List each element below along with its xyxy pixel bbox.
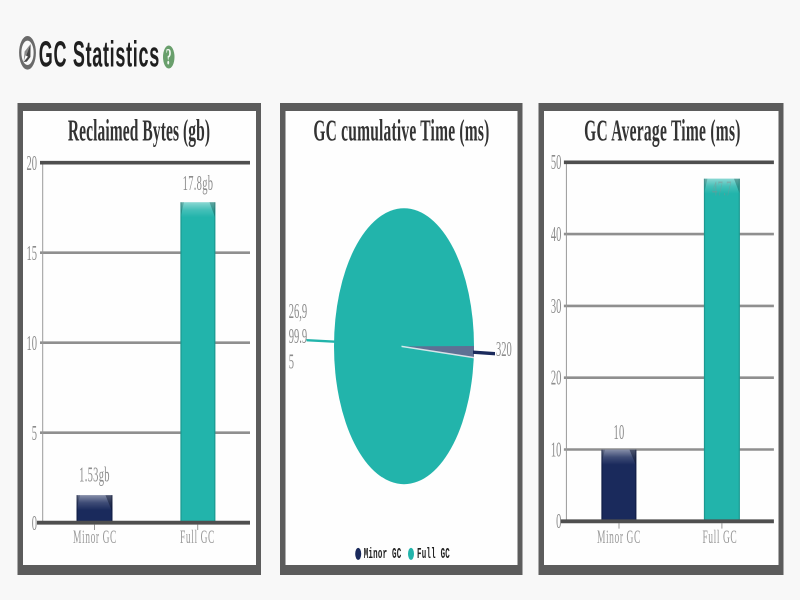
svg-text:5: 5 <box>32 421 37 445</box>
svg-text:Minor GC: Minor GC <box>73 528 117 548</box>
svg-text:50: 50 <box>551 150 561 174</box>
svg-text:Full GC: Full GC <box>180 528 215 548</box>
svg-text:Minor GC: Minor GC <box>597 528 641 548</box>
svg-text:20: 20 <box>27 151 37 175</box>
svg-text:Reclaimed Bytes (gb): Reclaimed Bytes (gb) <box>68 114 210 148</box>
svg-text:GC Average Time (ms): GC Average Time (ms) <box>584 114 741 148</box>
svg-text:30: 30 <box>551 294 561 318</box>
svg-text:GC Statistics: GC Statistics <box>39 35 160 75</box>
svg-text:10: 10 <box>613 420 624 444</box>
svg-text:Full GC: Full GC <box>417 546 450 564</box>
svg-text:GC cumulative Time (ms): GC cumulative Time (ms) <box>313 114 489 148</box>
svg-text:1.53gb: 1.53gb <box>79 463 110 487</box>
svg-text:26,9: 26,9 <box>289 299 307 323</box>
svg-text:?: ? <box>166 44 172 69</box>
svg-text:17.8gb: 17.8gb <box>183 171 214 195</box>
svg-text:15: 15 <box>27 241 37 265</box>
svg-text:0: 0 <box>32 511 37 535</box>
svg-text:47.7: 47.7 <box>712 177 732 201</box>
svg-text:Minor GC: Minor GC <box>364 546 402 564</box>
svg-text:Full GC: Full GC <box>702 528 737 548</box>
svg-text:0: 0 <box>556 509 561 533</box>
svg-text:5: 5 <box>289 350 294 374</box>
svg-text:320: 320 <box>496 337 512 361</box>
svg-text:10: 10 <box>551 437 561 461</box>
svg-text:10: 10 <box>27 331 37 355</box>
svg-text:99.9: 99.9 <box>289 324 307 348</box>
svg-text:20: 20 <box>551 366 561 390</box>
svg-text:40: 40 <box>551 222 561 246</box>
